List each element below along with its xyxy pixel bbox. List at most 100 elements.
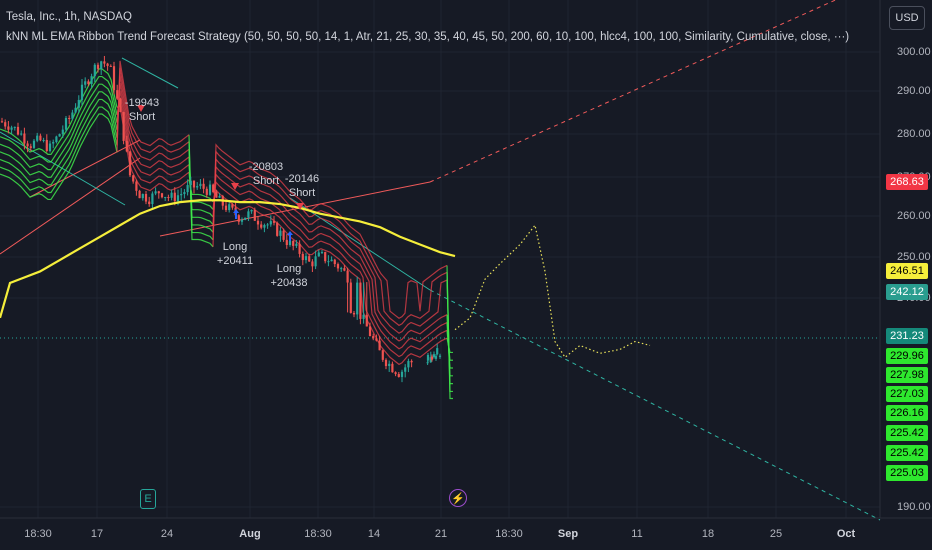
candle-body	[438, 355, 442, 357]
earnings-event-icon[interactable]: E	[140, 489, 156, 509]
candle-body	[368, 326, 372, 337]
ribbon-line-bull	[0, 91, 118, 178]
price-tick-label: 290.00	[897, 85, 931, 97]
time-tick-label: 18:30	[24, 528, 52, 540]
candle-body	[324, 252, 327, 262]
candle-body	[71, 112, 74, 119]
ribbon-line-bear	[116, 90, 190, 177]
candle-body	[186, 185, 189, 193]
candle-body	[122, 111, 125, 141]
candle-body	[192, 180, 196, 188]
candle-body	[212, 184, 215, 193]
trend-line-up-left	[0, 157, 141, 255]
candle-body	[32, 140, 36, 148]
currency-button[interactable]: USD	[889, 6, 925, 30]
candle-body	[272, 221, 276, 223]
candle-body	[349, 282, 352, 313]
candle-body	[285, 239, 288, 246]
ribbon-line-bull	[188, 134, 214, 248]
candle-body	[68, 118, 71, 120]
ribbon-line-bull	[0, 83, 118, 171]
candle-body	[356, 282, 359, 315]
candle-body	[237, 215, 240, 222]
candle-body	[388, 363, 391, 367]
candle-body	[48, 143, 52, 151]
candle-body	[84, 81, 87, 85]
candle-body	[269, 221, 272, 225]
price-badge: 242.12	[886, 284, 928, 300]
candle-body	[176, 195, 180, 202]
candle-body	[96, 64, 100, 69]
ribbon-line-bear	[212, 165, 448, 342]
indicator-overlays	[0, 199, 651, 359]
candle-body	[308, 256, 311, 262]
candle-body	[365, 314, 368, 327]
candle-body	[394, 372, 397, 375]
candle-body	[317, 252, 320, 257]
ribbon-line-bull	[188, 164, 214, 218]
time-tick-label: 14	[367, 528, 381, 540]
short-entry-arrow	[137, 105, 145, 112]
time-tick-label: 21	[434, 528, 448, 540]
short-entry-arrow	[231, 183, 239, 190]
candle-body	[138, 190, 141, 199]
trade-label-line: Short	[252, 175, 280, 187]
candle-body	[208, 184, 212, 195]
candle-body	[64, 118, 68, 130]
candle-body	[343, 268, 346, 271]
candle-body	[116, 90, 119, 99]
candle-body	[247, 211, 250, 218]
price-tick-label: 250.00	[897, 251, 931, 263]
candle-body	[144, 194, 148, 202]
split-event-icon[interactable]: ⚡	[449, 489, 467, 507]
candle-body	[381, 350, 384, 360]
ribbon-line-bear	[212, 150, 448, 327]
price-badge: 225.42	[886, 445, 928, 461]
candle-body	[256, 220, 260, 225]
strategy-legend[interactable]: kNN ML EMA Ribbon Trend Forecast Strateg…	[6, 31, 850, 43]
candle-body	[170, 192, 173, 198]
candle-body	[330, 259, 333, 262]
price-badge: 229.96	[886, 348, 928, 364]
trade-label-line: +20438	[270, 277, 308, 289]
candle-body	[372, 336, 375, 339]
candle-body	[320, 252, 324, 254]
time-tick-label: 24	[160, 528, 174, 540]
ema-200-line	[0, 199, 456, 319]
candle-body	[109, 65, 112, 67]
candle-body	[135, 181, 138, 191]
long-trade-label: Long +20438	[270, 262, 307, 290]
candle-body	[10, 127, 13, 130]
candle-body	[119, 98, 122, 112]
candle-body	[333, 259, 336, 265]
candle-body	[52, 142, 55, 144]
ribbon-line-bear	[212, 173, 448, 350]
candle-body	[106, 63, 109, 66]
candle-body	[298, 243, 301, 254]
price-tick-label: 300.00	[897, 46, 931, 58]
price-badge: 225.42	[886, 425, 928, 441]
candle-body	[103, 61, 106, 64]
candle-body	[132, 175, 135, 182]
candle-body	[148, 201, 151, 205]
candle-body	[426, 354, 430, 361]
ribbon-line-bear	[116, 60, 190, 153]
candle-body	[432, 354, 436, 358]
candle-body	[55, 136, 58, 143]
trade-label-line: Short	[288, 187, 316, 199]
candle-body	[87, 81, 90, 85]
price-badge: 226.16	[886, 405, 928, 421]
time-tick-label: 18:30	[495, 528, 523, 540]
candle-body	[231, 204, 234, 208]
candle-body	[7, 126, 10, 130]
candle-body	[141, 194, 144, 199]
ribbon-line-bear	[212, 157, 448, 334]
price-badge: 227.03	[886, 386, 928, 402]
trend-line-up-projection	[429, 0, 837, 183]
candle-body	[340, 268, 343, 270]
price-badge: 225.03	[886, 465, 928, 481]
candle-body	[125, 140, 128, 152]
trade-markers	[137, 105, 304, 241]
candle-body	[164, 197, 167, 199]
